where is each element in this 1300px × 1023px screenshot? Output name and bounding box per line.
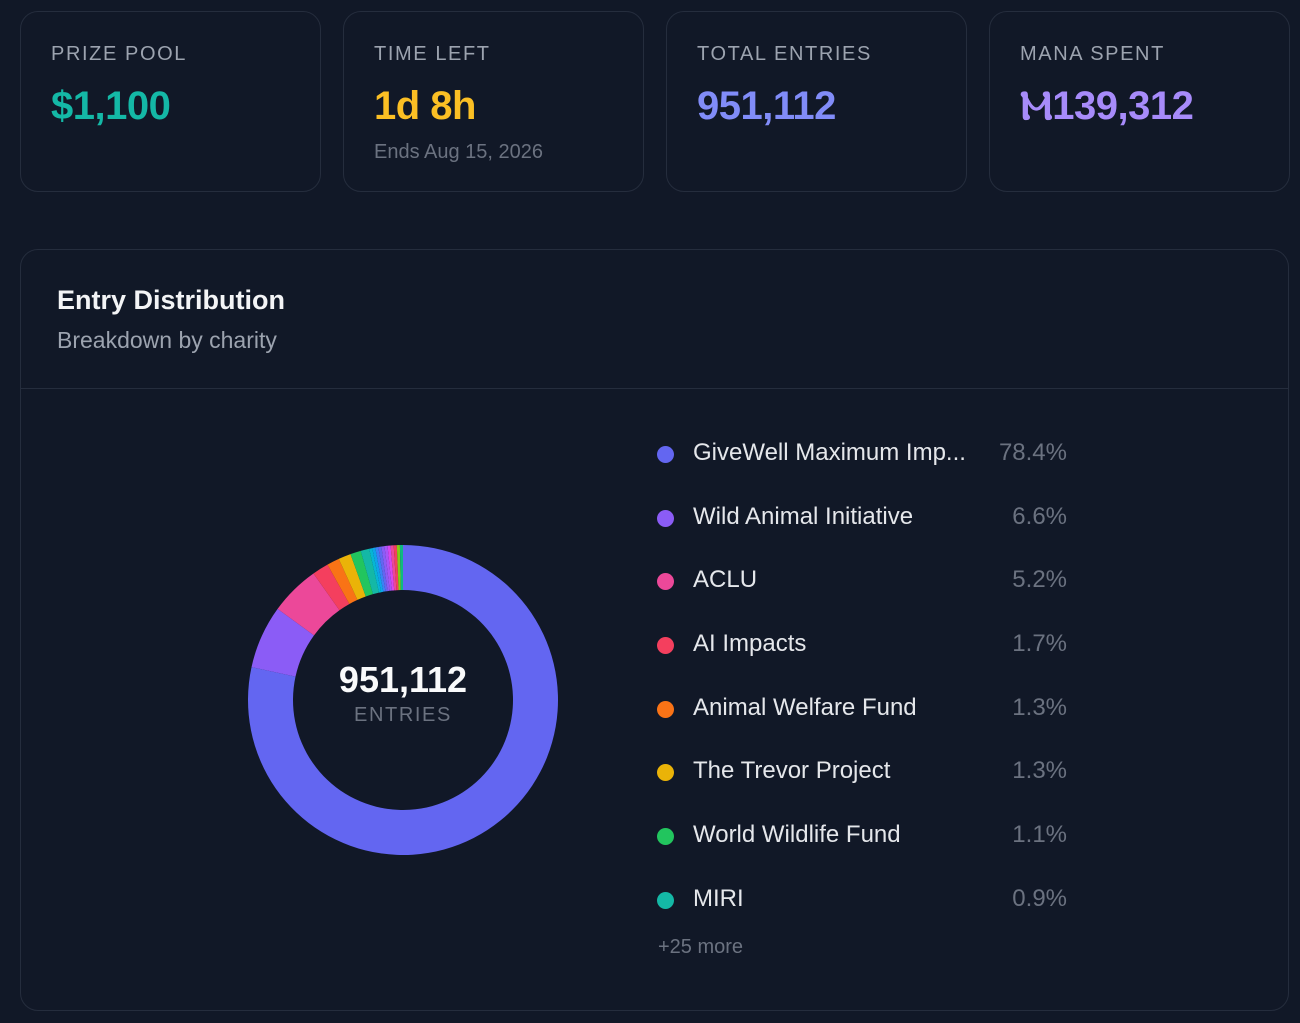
donut-slice-2[interactable] <box>277 573 340 636</box>
legend-item[interactable]: The Trevor Project 1.3% <box>657 751 1067 815</box>
donut-slice-5[interactable] <box>338 554 366 600</box>
legend-name: The Trevor Project <box>693 757 891 785</box>
legend-name: MIRI <box>693 884 744 912</box>
panel-title: Entry Distribution <box>57 285 285 315</box>
donut-center: 951,112 ENTRIES <box>248 545 558 855</box>
total-entries-value: 951,112 <box>697 84 836 128</box>
legend-dot <box>657 573 674 591</box>
panel-header: Entry Distribution Breakdown by charity <box>21 250 1288 389</box>
legend-dot <box>657 700 674 718</box>
legend-item[interactable]: GiveWell Maximum Imp... 78.4% <box>657 433 1067 497</box>
donut-slice-3[interactable] <box>313 564 350 611</box>
donut-slice-4[interactable] <box>327 558 358 604</box>
total-entries-card: TOTAL ENTRIES 951,112 <box>666 11 967 192</box>
legend-pct: 0.9% <box>1012 884 1067 912</box>
legend-name: World Wildlife Fund <box>693 821 901 849</box>
legend-pct: 78.4% <box>998 439 1067 466</box>
time-left-label: TIME LEFT <box>374 43 491 65</box>
prize-pool-label: PRIZE POOL <box>51 43 188 65</box>
legend: GiveWell Maximum Imp... 78.4% Wild Anima… <box>657 433 1067 958</box>
end-date: Ends Aug 15, 2026 <box>374 141 544 163</box>
legend-dot <box>657 509 674 527</box>
donut-chart: 951,112 ENTRIES <box>248 545 559 855</box>
donut-slice-other-7[interactable] <box>390 545 397 591</box>
donut-slice-1[interactable] <box>251 608 315 677</box>
donut-unit: ENTRIES <box>354 703 452 726</box>
entry-distribution-panel: Entry Distribution Breakdown by charity … <box>20 249 1289 1011</box>
legend-dot <box>657 446 674 463</box>
legend-pct: 5.2% <box>1012 566 1067 594</box>
legend-name: Animal Welfare Fund <box>693 693 917 721</box>
donut-slice-other-5[interactable] <box>384 545 393 591</box>
legend-pct: 1.7% <box>1012 630 1067 658</box>
donut-slice-other-1[interactable] <box>372 547 384 593</box>
mana-spent-card: MANA SPENT Ⲙ139,312 <box>989 11 1290 192</box>
legend-pct: 6.6% <box>1012 502 1067 530</box>
legend-item[interactable]: AI Impacts 1.7% <box>657 624 1067 688</box>
legend-pct: 1.3% <box>1012 693 1067 721</box>
prize-pool-card: PRIZE POOL $1,100 <box>20 11 321 192</box>
mana-spent-value: Ⲙ139,312 <box>1020 84 1194 128</box>
donut-slice-other-0[interactable] <box>369 548 382 593</box>
legend-name: Wild Animal Initiative <box>693 502 914 530</box>
donut-slice-other-3[interactable] <box>378 546 388 592</box>
prize-pool-value: $1,100 <box>51 84 171 128</box>
mana-spent-label: MANA SPENT <box>1020 43 1165 65</box>
legend-item[interactable]: World Wildlife Fund 1.1% <box>657 815 1067 879</box>
legend-item[interactable]: Animal Welfare Fund 1.3% <box>657 688 1067 752</box>
legend-name: GiveWell Maximum Imp... <box>693 439 966 466</box>
donut-slice-other-10[interactable] <box>399 545 403 591</box>
legend-dot <box>657 637 674 655</box>
panel-subtitle: Breakdown by charity <box>57 327 277 353</box>
legend-item[interactable]: Wild Animal Initiative 6.6% <box>657 497 1067 561</box>
legend-item[interactable]: MIRI 0.9% <box>657 879 1067 943</box>
donut-slice-other-4[interactable] <box>381 546 390 592</box>
donut-svg <box>248 545 559 855</box>
donut-slice-other-6[interactable] <box>387 545 395 591</box>
legend-dot <box>657 891 674 909</box>
donut-slice-other-2[interactable] <box>375 546 386 592</box>
total-entries-label: TOTAL ENTRIES <box>697 43 872 65</box>
legend-pct: 1.3% <box>1012 757 1067 785</box>
legend-name: AI Impacts <box>693 630 807 658</box>
donut-slice-7[interactable] <box>360 548 380 595</box>
legend-item[interactable]: ACLU 5.2% <box>657 560 1067 624</box>
legend-dot <box>657 764 674 782</box>
more-link[interactable]: +25 more <box>658 936 744 958</box>
donut-slice-other-8[interactable] <box>393 545 399 591</box>
legend-dot <box>657 828 674 846</box>
time-left-value: 1d 8h <box>374 84 476 128</box>
time-left-card: TIME LEFT 1d 8h Ends Aug 15, 2026 <box>343 11 644 192</box>
legend-pct: 1.1% <box>1012 821 1067 849</box>
donut-slice-other-9[interactable] <box>396 545 401 591</box>
donut-total: 951,112 <box>338 658 468 700</box>
donut-slice-6[interactable] <box>350 550 373 597</box>
legend-name: ACLU <box>693 566 758 594</box>
